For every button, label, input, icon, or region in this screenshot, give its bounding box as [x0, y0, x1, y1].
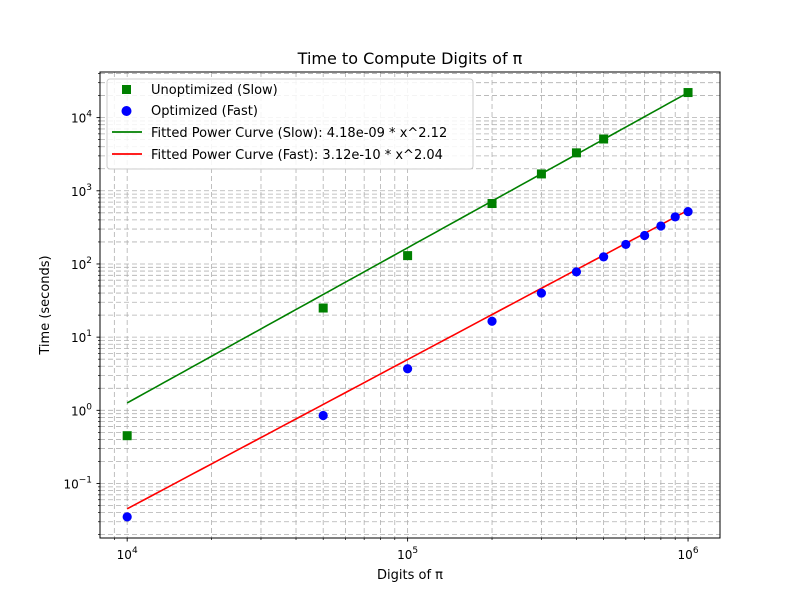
- data-point-fast: [318, 410, 328, 421]
- fit-line-fast: [126, 209, 689, 510]
- data-point-fast: [670, 212, 680, 222]
- x-tick-label: 105: [397, 546, 418, 562]
- y-tick-label: 10−1: [63, 476, 92, 492]
- data-point-slow: [318, 303, 328, 313]
- data-point-fast: [403, 364, 413, 374]
- y-tick-label: 102: [71, 256, 92, 272]
- plot-area-frame: [99, 71, 721, 539]
- data-point-fast: [487, 316, 497, 326]
- y-tick-label: 103: [71, 183, 92, 199]
- data-point-fast: [571, 267, 582, 277]
- legend-label-fast: Optimized (Fast): [151, 104, 258, 119]
- grid: [100, 72, 720, 538]
- data-point-slow: [403, 251, 413, 261]
- data-point-fast: [122, 512, 132, 522]
- data-point-fast: [599, 252, 609, 262]
- legend-label-slow-fit: Fitted Power Curve (Slow): 4.18e-09 * x^…: [151, 126, 447, 141]
- legend-marker-fast: [121, 106, 132, 116]
- x-tick-label: 104: [117, 546, 138, 562]
- x-tick-label: 106: [678, 546, 699, 562]
- plot-series: [122, 88, 693, 522]
- data-point-slow: [683, 88, 693, 98]
- y-tick-label: 104: [71, 110, 92, 126]
- legend-label-slow: Unoptimized (Slow): [151, 83, 278, 98]
- data-point-fast: [536, 288, 547, 298]
- data-point-slow: [571, 148, 581, 158]
- data-point-slow: [536, 169, 546, 179]
- x-axis-label: Digits of π: [377, 568, 443, 583]
- legend-marker-slow: [122, 85, 131, 94]
- data-point-fast: [656, 221, 666, 231]
- data-point-fast: [683, 206, 693, 217]
- legend-box: [106, 78, 474, 170]
- data-point-slow: [487, 199, 497, 209]
- data-point-fast: [621, 239, 631, 250]
- y-axis-label: Time (seconds): [38, 255, 53, 355]
- axis-ticks: 104 105 106 10−1 100 101 102 103 104: [63, 73, 699, 562]
- data-point-fast: [640, 230, 650, 241]
- data-point-slow: [122, 431, 132, 441]
- legend: Unoptimized (Slow) Optimized (Fast) Fitt…: [106, 78, 474, 170]
- y-tick-label: 101: [71, 329, 92, 345]
- legend-label-fast-fit: Fitted Power Curve (Fast): 3.12e-10 * x^…: [151, 148, 443, 163]
- chart-title: Time to Compute Digits of π: [297, 49, 523, 68]
- y-tick-label: 100: [71, 402, 92, 418]
- data-point-slow: [599, 134, 609, 144]
- fit-line-slow: [126, 91, 689, 404]
